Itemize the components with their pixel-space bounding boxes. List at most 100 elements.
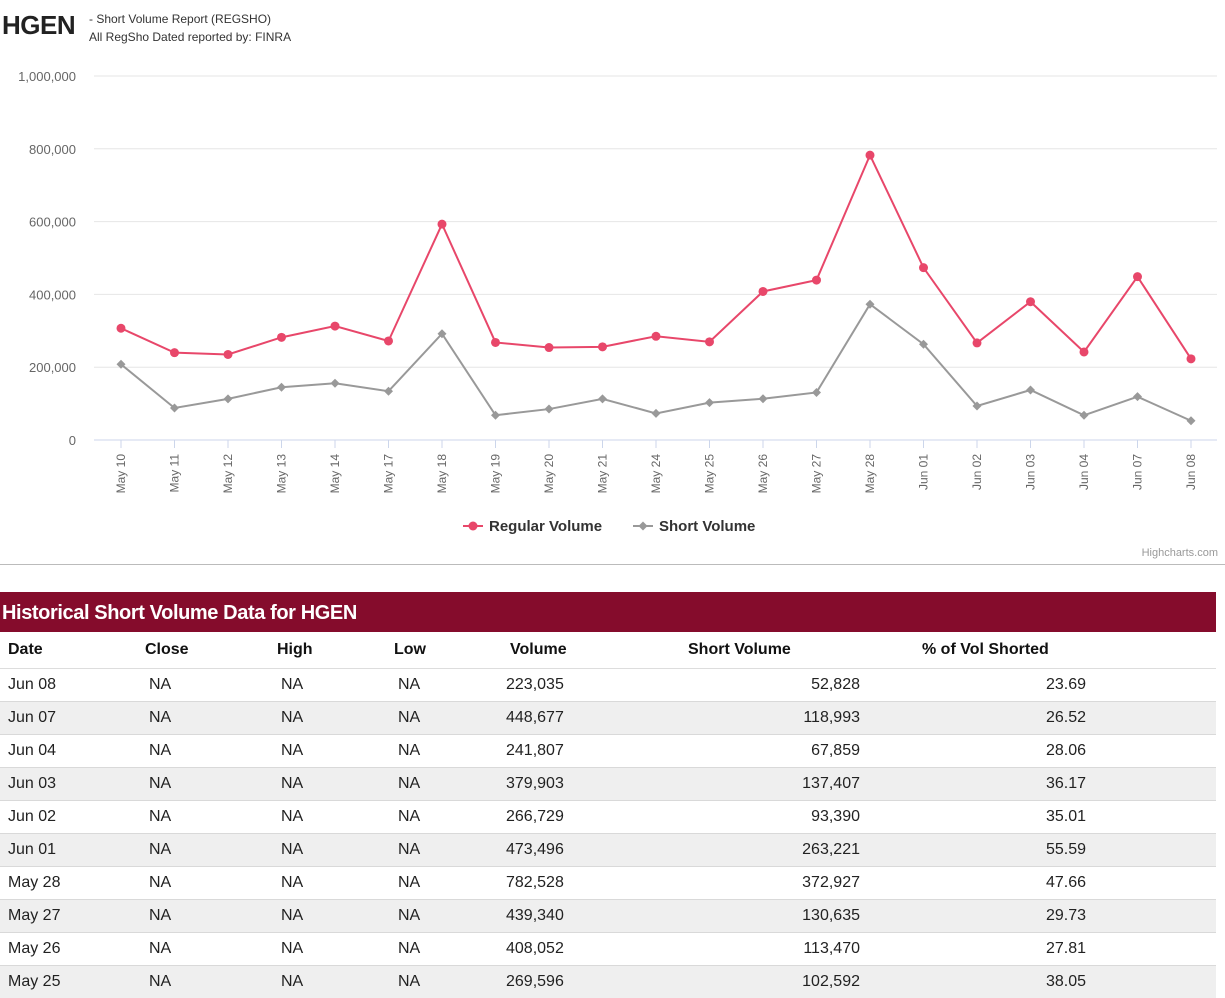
x-tick-label: May 24 xyxy=(649,454,663,494)
cell-high: NA xyxy=(277,867,394,900)
cell-volume: 473,496 xyxy=(502,834,664,867)
x-tick-label: May 25 xyxy=(703,454,717,494)
data-point-short-volume xyxy=(1080,411,1089,420)
data-point-short-volume xyxy=(598,394,607,403)
short-volume-chart: 0200,000400,000600,000800,0001,000,000Ma… xyxy=(0,0,1225,560)
cell-low: NA xyxy=(394,900,502,933)
cell-pct-shorted: 23.69 xyxy=(918,669,1216,702)
data-point-regular-volume xyxy=(491,338,500,347)
x-tick-label: May 11 xyxy=(168,454,182,493)
x-tick-label: Jun 08 xyxy=(1184,454,1198,490)
cell-volume: 408,052 xyxy=(502,933,664,966)
x-tick-label: May 10 xyxy=(114,454,128,494)
data-point-short-volume xyxy=(277,383,286,392)
col-header-short-volume: Short Volume xyxy=(664,632,918,669)
data-point-short-volume xyxy=(545,405,554,414)
cell-short-volume: 52,828 xyxy=(664,669,918,702)
data-point-short-volume xyxy=(1133,392,1142,401)
cell-close: NA xyxy=(145,801,277,834)
cell-close: NA xyxy=(145,900,277,933)
legend-marker-diamond xyxy=(639,522,648,531)
col-header-low: Low xyxy=(394,632,502,669)
cell-high: NA xyxy=(277,933,394,966)
y-tick-label: 200,000 xyxy=(29,360,76,375)
cell-high: NA xyxy=(277,900,394,933)
data-point-regular-volume xyxy=(919,263,928,272)
data-point-regular-volume xyxy=(705,337,714,346)
x-tick-label: May 21 xyxy=(596,454,610,494)
x-tick-label: May 12 xyxy=(221,454,235,494)
cell-close: NA xyxy=(145,735,277,768)
cell-low: NA xyxy=(394,768,502,801)
cell-volume: 241,807 xyxy=(502,735,664,768)
data-point-regular-volume xyxy=(1080,347,1089,356)
data-point-regular-volume xyxy=(384,336,393,345)
cell-short-volume: 113,470 xyxy=(664,933,918,966)
cell-volume: 269,596 xyxy=(502,966,664,998)
chart-credit[interactable]: Highcharts.com xyxy=(1142,547,1218,559)
series-line-short-volume xyxy=(121,304,1191,421)
cell-close: NA xyxy=(145,966,277,998)
x-tick-label: May 26 xyxy=(756,454,770,494)
cell-short-volume: 102,592 xyxy=(664,966,918,998)
cell-volume: 266,729 xyxy=(502,801,664,834)
data-point-regular-volume xyxy=(1026,297,1035,306)
cell-date: Jun 01 xyxy=(0,834,145,867)
data-point-short-volume xyxy=(331,379,340,388)
cell-volume: 782,528 xyxy=(502,867,664,900)
cell-pct-shorted: 47.66 xyxy=(918,867,1216,900)
x-tick-label: Jun 02 xyxy=(970,454,984,490)
cell-date: May 26 xyxy=(0,933,145,966)
cell-volume: 379,903 xyxy=(502,768,664,801)
cell-high: NA xyxy=(277,735,394,768)
x-tick-label: May 14 xyxy=(328,454,342,494)
cell-date: Jun 03 xyxy=(0,768,145,801)
cell-date: May 25 xyxy=(0,966,145,998)
data-point-short-volume xyxy=(705,398,714,407)
cell-low: NA xyxy=(394,834,502,867)
x-tick-label: Jun 01 xyxy=(917,454,931,490)
cell-low: NA xyxy=(394,801,502,834)
x-tick-label: Jun 04 xyxy=(1077,454,1091,490)
x-tick-label: Jun 07 xyxy=(1131,454,1145,490)
history-table: Date Close High Low Volume Short Volume … xyxy=(0,632,1216,998)
cell-high: NA xyxy=(277,768,394,801)
cell-low: NA xyxy=(394,867,502,900)
legend-label[interactable]: Short Volume xyxy=(659,518,755,535)
cell-high: NA xyxy=(277,801,394,834)
cell-pct-shorted: 26.52 xyxy=(918,702,1216,735)
cell-short-volume: 130,635 xyxy=(664,900,918,933)
cell-date: Jun 04 xyxy=(0,735,145,768)
cell-close: NA xyxy=(145,867,277,900)
x-tick-label: May 19 xyxy=(489,454,503,494)
cell-short-volume: 67,859 xyxy=(664,735,918,768)
y-tick-label: 400,000 xyxy=(29,287,76,302)
table-title: Historical Short Volume Data for HGEN xyxy=(0,592,1216,632)
cell-date: May 28 xyxy=(0,867,145,900)
cell-short-volume: 137,407 xyxy=(664,768,918,801)
cell-date: Jun 08 xyxy=(0,669,145,702)
data-point-regular-volume xyxy=(759,287,768,296)
y-tick-label: 1,000,000 xyxy=(18,69,76,84)
cell-low: NA xyxy=(394,669,502,702)
legend-label[interactable]: Regular Volume xyxy=(489,518,602,535)
series-line-regular-volume xyxy=(121,155,1191,359)
y-tick-label: 0 xyxy=(69,433,76,448)
cell-pct-shorted: 27.81 xyxy=(918,933,1216,966)
cell-low: NA xyxy=(394,933,502,966)
data-point-regular-volume xyxy=(866,151,875,160)
data-point-short-volume xyxy=(652,409,661,418)
cell-close: NA xyxy=(145,768,277,801)
x-tick-label: May 17 xyxy=(382,454,396,494)
cell-volume: 439,340 xyxy=(502,900,664,933)
x-tick-label: May 27 xyxy=(810,454,824,494)
cell-date: May 27 xyxy=(0,900,145,933)
col-header-close: Close xyxy=(145,632,277,669)
cell-close: NA xyxy=(145,669,277,702)
x-tick-label: May 18 xyxy=(435,454,449,494)
